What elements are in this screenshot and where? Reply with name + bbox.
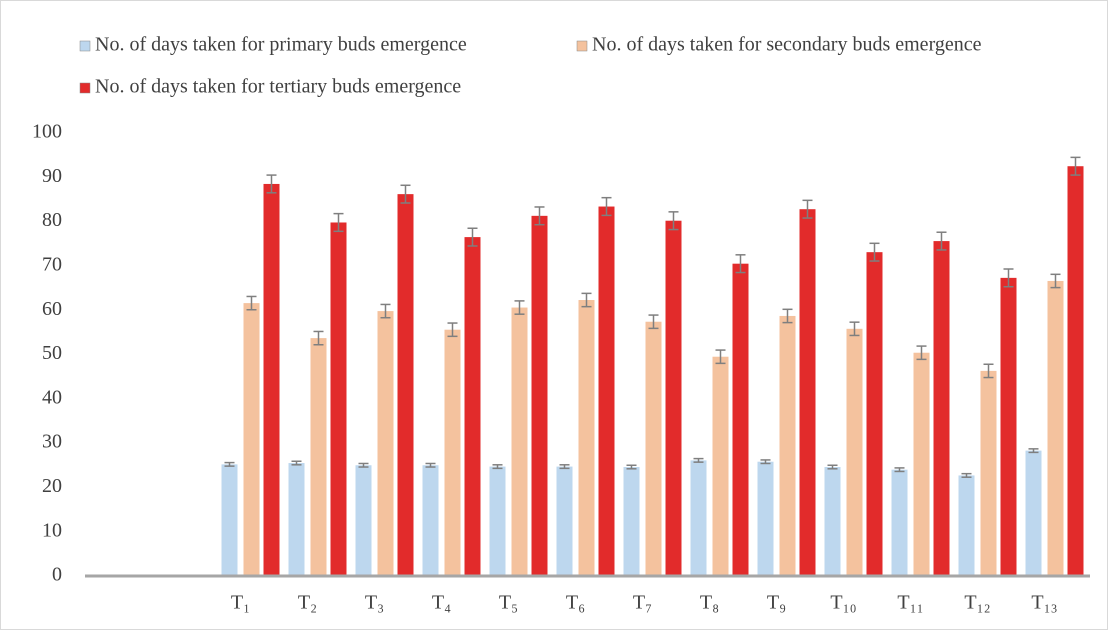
bar (913, 352, 930, 576)
bar (377, 311, 394, 576)
x-tick-label: T₁ (231, 592, 250, 614)
x-tick-label: T₆ (566, 592, 585, 614)
bar (799, 209, 816, 577)
bar (422, 465, 439, 576)
bar (489, 466, 506, 576)
bar (1025, 450, 1042, 576)
bar (511, 307, 528, 576)
bar (598, 206, 615, 576)
x-tick-label: T₉ (767, 592, 786, 614)
legend-label: No. of days taken for secondary buds eme… (592, 34, 982, 56)
legend-marker (576, 40, 588, 52)
x-tick-label: T₁₂ (964, 592, 990, 614)
y-tick-label: 60 (42, 298, 62, 320)
bar (645, 321, 662, 576)
bar (623, 467, 640, 576)
y-tick-label: 90 (42, 165, 62, 187)
bar (243, 303, 260, 576)
bar (578, 300, 595, 576)
bar (263, 183, 280, 576)
x-tick-label: T₈ (700, 592, 719, 614)
bar (288, 463, 305, 576)
bar (556, 466, 573, 576)
bar (221, 464, 238, 576)
y-tick-label: 80 (42, 209, 62, 231)
y-tick-label: 100 (32, 121, 62, 143)
bar (397, 194, 414, 576)
y-tick-label: 10 (42, 519, 62, 541)
bar (958, 475, 975, 576)
bar (355, 465, 372, 576)
x-tick-label: T₃ (365, 592, 384, 614)
bar (1000, 277, 1017, 576)
y-tick-label: 40 (42, 386, 62, 408)
legend-label: No. of days taken for primary buds emerg… (95, 34, 467, 56)
bar (665, 220, 682, 577)
legend-label: No. of days taken for tertiary buds emer… (95, 76, 461, 98)
y-tick-label: 0 (52, 564, 62, 586)
legend-marker (79, 82, 91, 94)
y-tick-label: 50 (42, 342, 62, 364)
bar (1067, 166, 1084, 576)
legend-marker (79, 40, 91, 52)
bar (531, 215, 548, 576)
x-tick-label: T₅ (499, 592, 518, 614)
bar (330, 222, 347, 576)
bar (712, 356, 729, 576)
x-tick-label: T₂ (298, 592, 317, 614)
bar (464, 237, 481, 577)
bar (866, 252, 883, 577)
bar (690, 460, 707, 576)
bar (980, 370, 997, 576)
bar (824, 467, 841, 576)
x-tick-label: T₁₀ (830, 592, 856, 614)
bar (732, 263, 749, 576)
y-tick-label: 30 (42, 431, 62, 453)
bar (891, 469, 908, 576)
bar (1047, 280, 1064, 576)
x-tick-label: T₇ (633, 592, 652, 614)
bar (933, 241, 950, 577)
x-tick-label: T₁₁ (897, 592, 923, 614)
bar (846, 328, 863, 576)
x-tick-label: T₄ (432, 592, 451, 614)
bar (757, 461, 774, 576)
x-tick-label: T₁₃ (1031, 592, 1057, 614)
bar (310, 338, 327, 576)
y-tick-label: 20 (42, 475, 62, 497)
bar (779, 315, 796, 576)
y-tick-label: 70 (42, 253, 62, 275)
bar (444, 329, 461, 576)
